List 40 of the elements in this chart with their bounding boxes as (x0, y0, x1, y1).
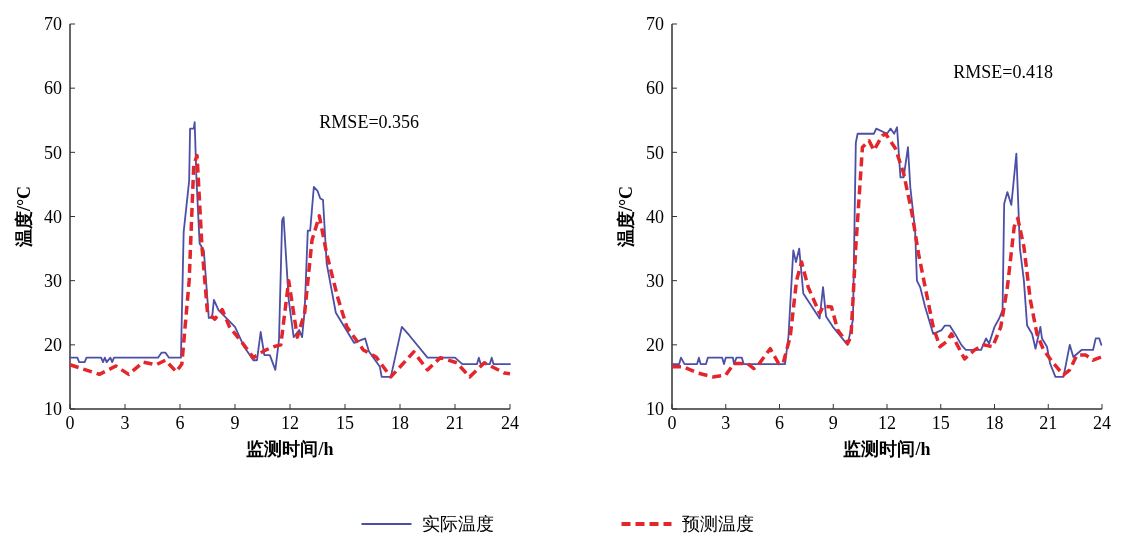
legend-label: 预测温度 (681, 514, 754, 535)
x-tick-label: 0 (667, 413, 677, 433)
x-tick-label: 15 (931, 413, 950, 433)
x-tick-label: 21 (446, 413, 464, 433)
x-tick-label: 6 (175, 413, 185, 433)
x-tick-label: 3 (721, 413, 731, 433)
y-tick-label: 70 (646, 14, 664, 35)
x-tick-label: 18 (391, 413, 409, 433)
x-axis-title: 监测时间/h (246, 439, 334, 459)
y-tick-label: 60 (646, 78, 664, 99)
y-tick-label: 30 (646, 270, 664, 291)
x-tick-label: 15 (336, 413, 354, 433)
x-tick-label: 9 (828, 413, 838, 433)
x-tick-label: 24 (1093, 413, 1111, 433)
x-tick-label: 12 (878, 413, 896, 433)
y-tick-label: 20 (44, 335, 62, 356)
annotation: RMSE=0.356 (319, 111, 420, 132)
annotation: RMSE=0.418 (953, 61, 1053, 82)
x-tick-label: 24 (501, 413, 519, 433)
x-tick-label: 3 (120, 413, 130, 433)
x-tick-label: 18 (985, 413, 1004, 433)
x-tick-label: 6 (775, 413, 784, 433)
x-tick-label: 0 (65, 413, 75, 433)
y-tick-label: 70 (44, 14, 62, 35)
y-tick-label: 40 (646, 206, 664, 227)
y-tick-label: 30 (44, 270, 62, 291)
x-tick-label: 9 (230, 413, 240, 433)
y-axis-title: 温度/°C (616, 185, 636, 249)
x-tick-label: 12 (281, 413, 299, 433)
legend-label: 实际温度 (421, 514, 494, 535)
y-tick-label: 20 (646, 335, 664, 356)
y-tick-label: 10 (44, 399, 62, 420)
y-tick-label: 40 (44, 206, 62, 227)
x-tick-label: 21 (1039, 413, 1058, 433)
y-tick-label: 10 (646, 399, 664, 420)
y-tick-label: 50 (44, 142, 62, 163)
x-axis-title: 监测时间/h (843, 439, 931, 459)
y-tick-label: 60 (44, 78, 62, 99)
y-tick-label: 50 (646, 142, 664, 163)
y-axis-title: 温度/°C (14, 185, 34, 249)
